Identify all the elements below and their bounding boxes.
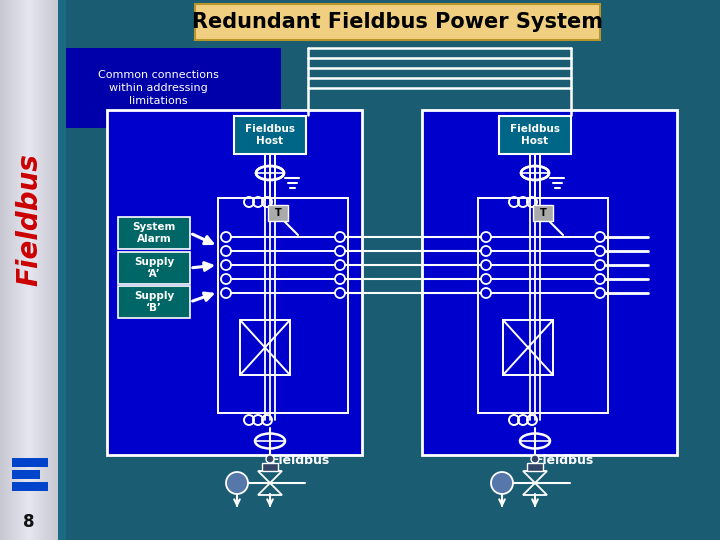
Bar [50,0,51,540]
Circle shape [531,455,539,463]
Text: System
Alarm: System Alarm [132,222,176,244]
Bar [6,0,7,540]
Bar [54,0,55,540]
Bar [47,0,48,540]
Text: Fieldbus
Host: Fieldbus Host [510,124,560,146]
Bar [5,0,6,540]
Bar [118,286,190,318]
Bar [66,48,281,128]
Bar [39,0,40,540]
Bar [218,198,348,413]
Bar [28,0,29,540]
Text: Fieldbus: Fieldbus [536,454,595,467]
Bar [478,198,608,413]
Text: T: T [539,208,546,218]
Bar [9,0,10,540]
Bar [0,0,1,540]
Bar [35,0,36,540]
Bar [32,0,33,540]
Bar [12,458,48,467]
Bar [17,0,18,540]
Bar [118,252,190,284]
Bar [53,0,54,540]
Text: Fieldbus: Fieldbus [271,454,330,467]
Bar [107,110,362,455]
Circle shape [266,455,274,463]
Bar [19,0,20,540]
Bar [12,470,40,479]
Bar [20,0,21,540]
Bar [51,0,52,540]
Bar [45,0,46,540]
Bar [12,482,48,491]
Bar [33,0,34,540]
Bar [34,0,35,540]
Bar [49,0,50,540]
Text: Supply
‘A’: Supply ‘A’ [134,257,174,279]
Bar [15,0,16,540]
Bar [1,0,2,540]
Bar [12,0,13,540]
Bar [422,110,677,455]
Bar [262,463,278,471]
Text: 8: 8 [23,513,35,531]
Bar [16,0,17,540]
Bar [118,217,190,249]
Circle shape [226,472,248,494]
Bar [240,320,290,375]
Bar [56,0,57,540]
Bar [7,0,8,540]
Bar [27,0,28,540]
Bar [13,0,14,540]
Bar [30,0,31,540]
Text: Fieldbus: Fieldbus [15,153,43,286]
Bar [2,0,3,540]
Bar [503,320,553,375]
Bar [10,0,11,540]
Bar [527,463,543,471]
Bar [8,0,9,540]
Bar [3,0,4,540]
Bar [533,205,553,221]
Bar [14,0,15,540]
Text: Common connections
within addressing
limitations: Common connections within addressing lim… [98,70,219,106]
Text: T: T [274,208,282,218]
Bar [37,0,38,540]
Bar [42,0,43,540]
Bar [22,0,23,540]
Bar [4,0,5,540]
Bar [18,0,19,540]
Bar [499,116,571,154]
Bar [21,0,22,540]
Bar [31,0,32,540]
Bar [52,0,53,540]
Bar [195,4,600,40]
Bar [36,0,37,540]
Bar [25,0,26,540]
Bar [41,0,42,540]
Bar [234,116,306,154]
Bar [57,0,58,540]
Bar [24,0,25,540]
Bar [44,0,45,540]
Bar [58,0,66,540]
Bar [23,0,24,540]
Text: Supply
‘B’: Supply ‘B’ [134,291,174,313]
Bar [11,0,12,540]
Bar [46,0,47,540]
Text: Redundant Fieldbus Power System: Redundant Fieldbus Power System [192,12,603,32]
Bar [40,0,41,540]
Text: Fieldbus
Host: Fieldbus Host [245,124,295,146]
Bar [55,0,56,540]
Bar [29,0,30,540]
Bar [26,0,27,540]
Circle shape [491,472,513,494]
Bar [48,0,49,540]
Bar [43,0,44,540]
Bar [38,0,39,540]
Bar [268,205,288,221]
